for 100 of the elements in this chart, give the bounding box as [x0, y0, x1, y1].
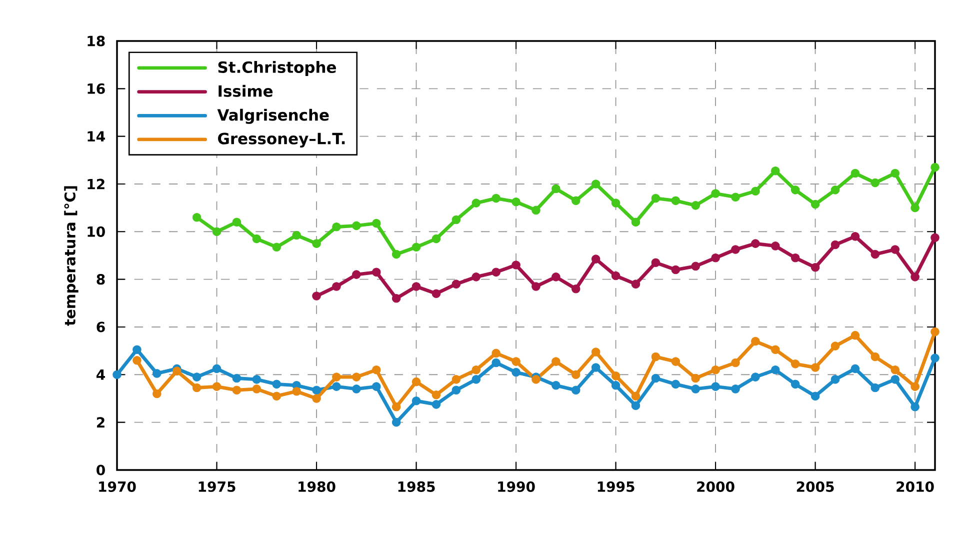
point [552, 272, 560, 282]
point [252, 384, 262, 394]
point [372, 218, 381, 228]
point [352, 372, 361, 382]
point [870, 383, 880, 392]
point [910, 402, 920, 412]
point [132, 345, 142, 354]
point [631, 218, 640, 227]
point [372, 268, 381, 277]
point [492, 268, 500, 277]
point [671, 357, 680, 366]
point [571, 386, 580, 395]
point [830, 375, 840, 384]
point [850, 364, 860, 374]
point [890, 168, 900, 178]
point [312, 292, 321, 300]
point [452, 375, 461, 384]
point [372, 382, 381, 391]
point [372, 365, 381, 374]
point [312, 239, 321, 248]
point [332, 372, 341, 382]
point [770, 345, 780, 354]
point [731, 384, 740, 394]
point [850, 330, 860, 340]
point [332, 222, 341, 232]
point [611, 380, 620, 390]
point [731, 358, 740, 368]
point [232, 218, 242, 227]
point [132, 356, 142, 365]
point [512, 197, 520, 206]
point [711, 382, 720, 391]
point [192, 212, 202, 222]
x-tick-label: 1980 [298, 481, 336, 492]
point [571, 284, 580, 294]
point [252, 375, 262, 384]
x-tick-label: 2005 [796, 481, 834, 492]
y-tick-label: 8 [96, 274, 105, 285]
point [850, 232, 860, 241]
point [810, 200, 820, 209]
point [492, 348, 500, 358]
point [512, 260, 520, 270]
point [830, 186, 840, 194]
point [770, 166, 780, 176]
legend-label: Gressoney–L.T. [218, 132, 345, 148]
point [571, 196, 580, 206]
point [392, 250, 401, 259]
point [711, 365, 720, 374]
x-tick-label: 1975 [198, 481, 236, 492]
point [790, 380, 800, 389]
point [412, 242, 421, 252]
point [412, 377, 421, 386]
y-tick-label: 4 [96, 370, 105, 380]
point [192, 383, 202, 392]
point [611, 271, 620, 280]
point [352, 221, 361, 230]
point [472, 272, 481, 282]
y-tick-label: 0 [96, 464, 105, 476]
point [212, 382, 222, 391]
point [711, 189, 720, 198]
point [631, 401, 640, 410]
x-tick-label: 1985 [398, 481, 435, 492]
point [532, 375, 540, 384]
point [412, 396, 421, 406]
point [412, 282, 421, 291]
point [312, 394, 321, 403]
point [552, 380, 560, 390]
point [850, 168, 860, 178]
point [152, 369, 162, 378]
point [472, 375, 481, 384]
point [492, 358, 500, 368]
point [192, 372, 202, 382]
x-tick-label: 1995 [598, 481, 634, 492]
point [810, 363, 820, 372]
point [651, 194, 660, 203]
point [671, 196, 680, 206]
point [910, 272, 920, 282]
point [691, 201, 700, 210]
point [232, 386, 242, 395]
legend-label: St.Christophe [218, 61, 336, 76]
y-tick-label: 6 [96, 322, 105, 332]
point [112, 370, 122, 380]
point [352, 384, 361, 394]
point [651, 258, 660, 268]
point [392, 418, 401, 427]
point [432, 289, 441, 298]
point [870, 250, 880, 259]
y-axis-title: temperatura [°C] [64, 186, 78, 326]
point [432, 400, 441, 409]
point [452, 215, 461, 224]
point [691, 374, 700, 383]
point [711, 253, 720, 262]
point [571, 370, 580, 380]
y-tick-label: 10 [88, 226, 105, 237]
point [790, 186, 800, 194]
point [671, 380, 680, 389]
x-tick-label: 1970 [99, 481, 136, 492]
point [332, 282, 341, 291]
point [152, 389, 162, 398]
point [751, 186, 760, 196]
point [691, 384, 700, 394]
